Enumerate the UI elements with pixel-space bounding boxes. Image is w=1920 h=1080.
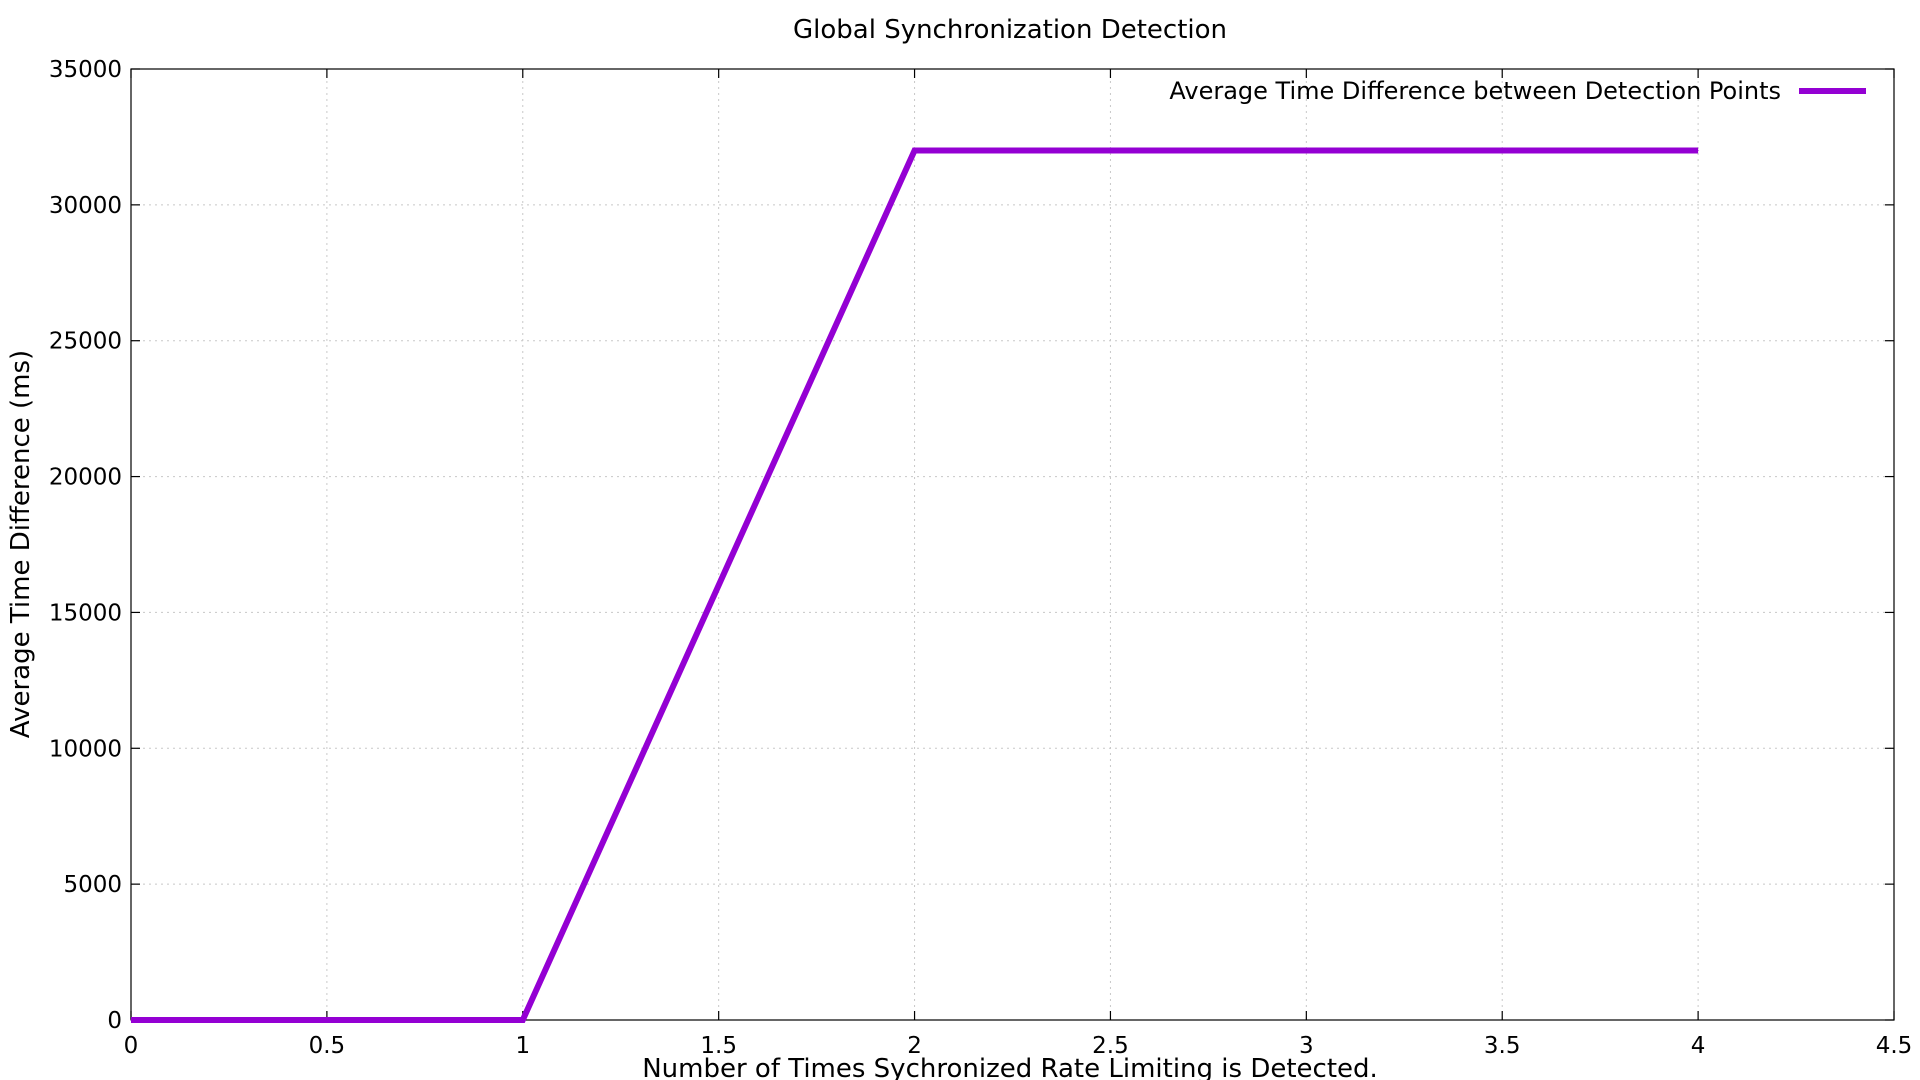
x-tick-label: 4.5 [1876, 1033, 1913, 1059]
y-tick-label: 15000 [49, 600, 122, 626]
x-tick-label: 3.5 [1484, 1033, 1521, 1059]
y-tick-label: 0 [107, 1008, 122, 1034]
x-axis-title: Number of Times Sychronized Rate Limitin… [642, 1054, 1378, 1080]
y-axis-title: Average Time Difference (ms) [6, 350, 36, 738]
x-tick-label: 3 [1299, 1033, 1314, 1059]
grid-lines [131, 69, 1894, 1020]
x-tick-label: 0 [124, 1033, 139, 1059]
x-tick-label: 1.5 [700, 1033, 737, 1059]
data-point [1697, 150, 1699, 152]
y-tick-label: 10000 [49, 736, 122, 762]
data-point [1305, 150, 1307, 152]
x-tick-label: 2.5 [1092, 1033, 1129, 1059]
y-tick-labels: 0 5000 10000 15000 20000 25000 30000 35000 [49, 57, 122, 1034]
x-tick-label: 1 [515, 1033, 530, 1059]
chart-title: Global Synchronization Detection [793, 15, 1227, 45]
x-tick-label: 4 [1691, 1033, 1706, 1059]
data-point [130, 1019, 132, 1021]
plot-area-border [130, 68, 1895, 1021]
x-tick-label: 0.5 [309, 1033, 346, 1059]
y-tick-label: 20000 [49, 465, 122, 491]
data-point [914, 150, 916, 152]
y-tick-label: 25000 [49, 329, 122, 355]
legend: Average Time Difference between Detectio… [1169, 77, 1866, 105]
x-tick-labels: 0 0.5 1 1.5 2 2.5 3 3.5 4 4.5 [124, 1033, 1913, 1059]
y-tick-label: 5000 [63, 872, 122, 898]
y-tick-label: 30000 [49, 193, 122, 219]
data-point [522, 1019, 524, 1021]
legend-label: Average Time Difference between Detectio… [1169, 77, 1781, 105]
series-layer [130, 147, 1699, 1023]
x-tick-label: 2 [907, 1033, 922, 1059]
y-tick-label: 35000 [49, 57, 122, 83]
axis-ticks [130, 68, 1895, 1021]
